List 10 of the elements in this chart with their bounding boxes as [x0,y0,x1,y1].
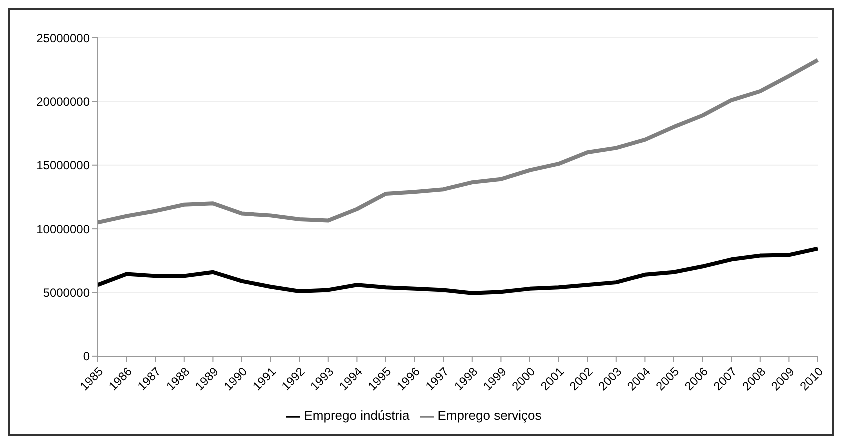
line-series [96,58,820,225]
y-tick-label: 20000000 [36,94,90,109]
legend-label: Emprego serviços [438,408,542,424]
y-tick-label: 0 [83,350,90,364]
line-series [96,246,820,296]
legend-label: Emprego indústria [304,408,410,424]
y-tick-label: 15000000 [36,158,90,173]
y-tick-label: 5000000 [43,286,90,300]
y-tick-label: 25000000 [36,31,90,46]
y-tick-label: 10000000 [36,222,90,236]
